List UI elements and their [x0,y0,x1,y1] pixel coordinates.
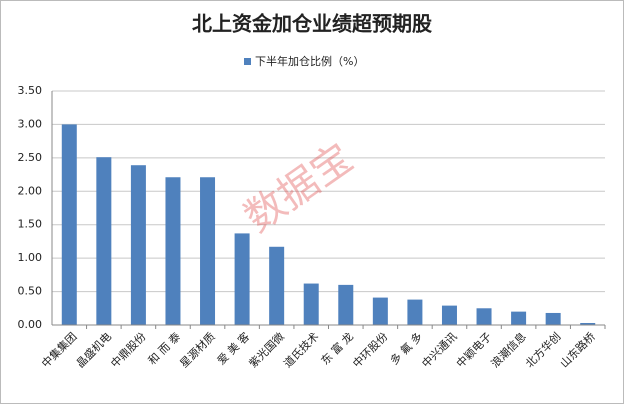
y-tick-label: 2.50 [18,151,43,164]
bar [234,233,250,325]
bar [130,165,146,325]
bar [303,283,319,325]
y-tick-label: 3.00 [18,117,43,130]
bar [407,299,423,325]
bar [372,297,388,325]
bar [511,311,527,325]
bar [269,246,285,325]
y-tick-label: 1.50 [18,218,43,231]
y-tick-label: 2.00 [18,184,43,197]
legend-label: 下半年加仓比例（%） [255,54,364,68]
bar [580,322,596,325]
bar [476,308,492,325]
chart-title: 北上资金加仓业绩超预期股 [192,12,432,36]
legend-swatch [244,58,251,65]
y-tick-label: 0.00 [18,318,43,331]
y-tick-label: 3.50 [18,84,43,97]
bar [545,312,561,325]
bar [96,157,112,325]
bar [441,305,457,325]
bar [61,124,77,325]
bar [165,177,181,325]
bar [200,177,216,325]
bar [338,284,354,325]
y-tick-label: 1.00 [18,251,43,264]
y-tick-label: 0.50 [18,285,43,298]
